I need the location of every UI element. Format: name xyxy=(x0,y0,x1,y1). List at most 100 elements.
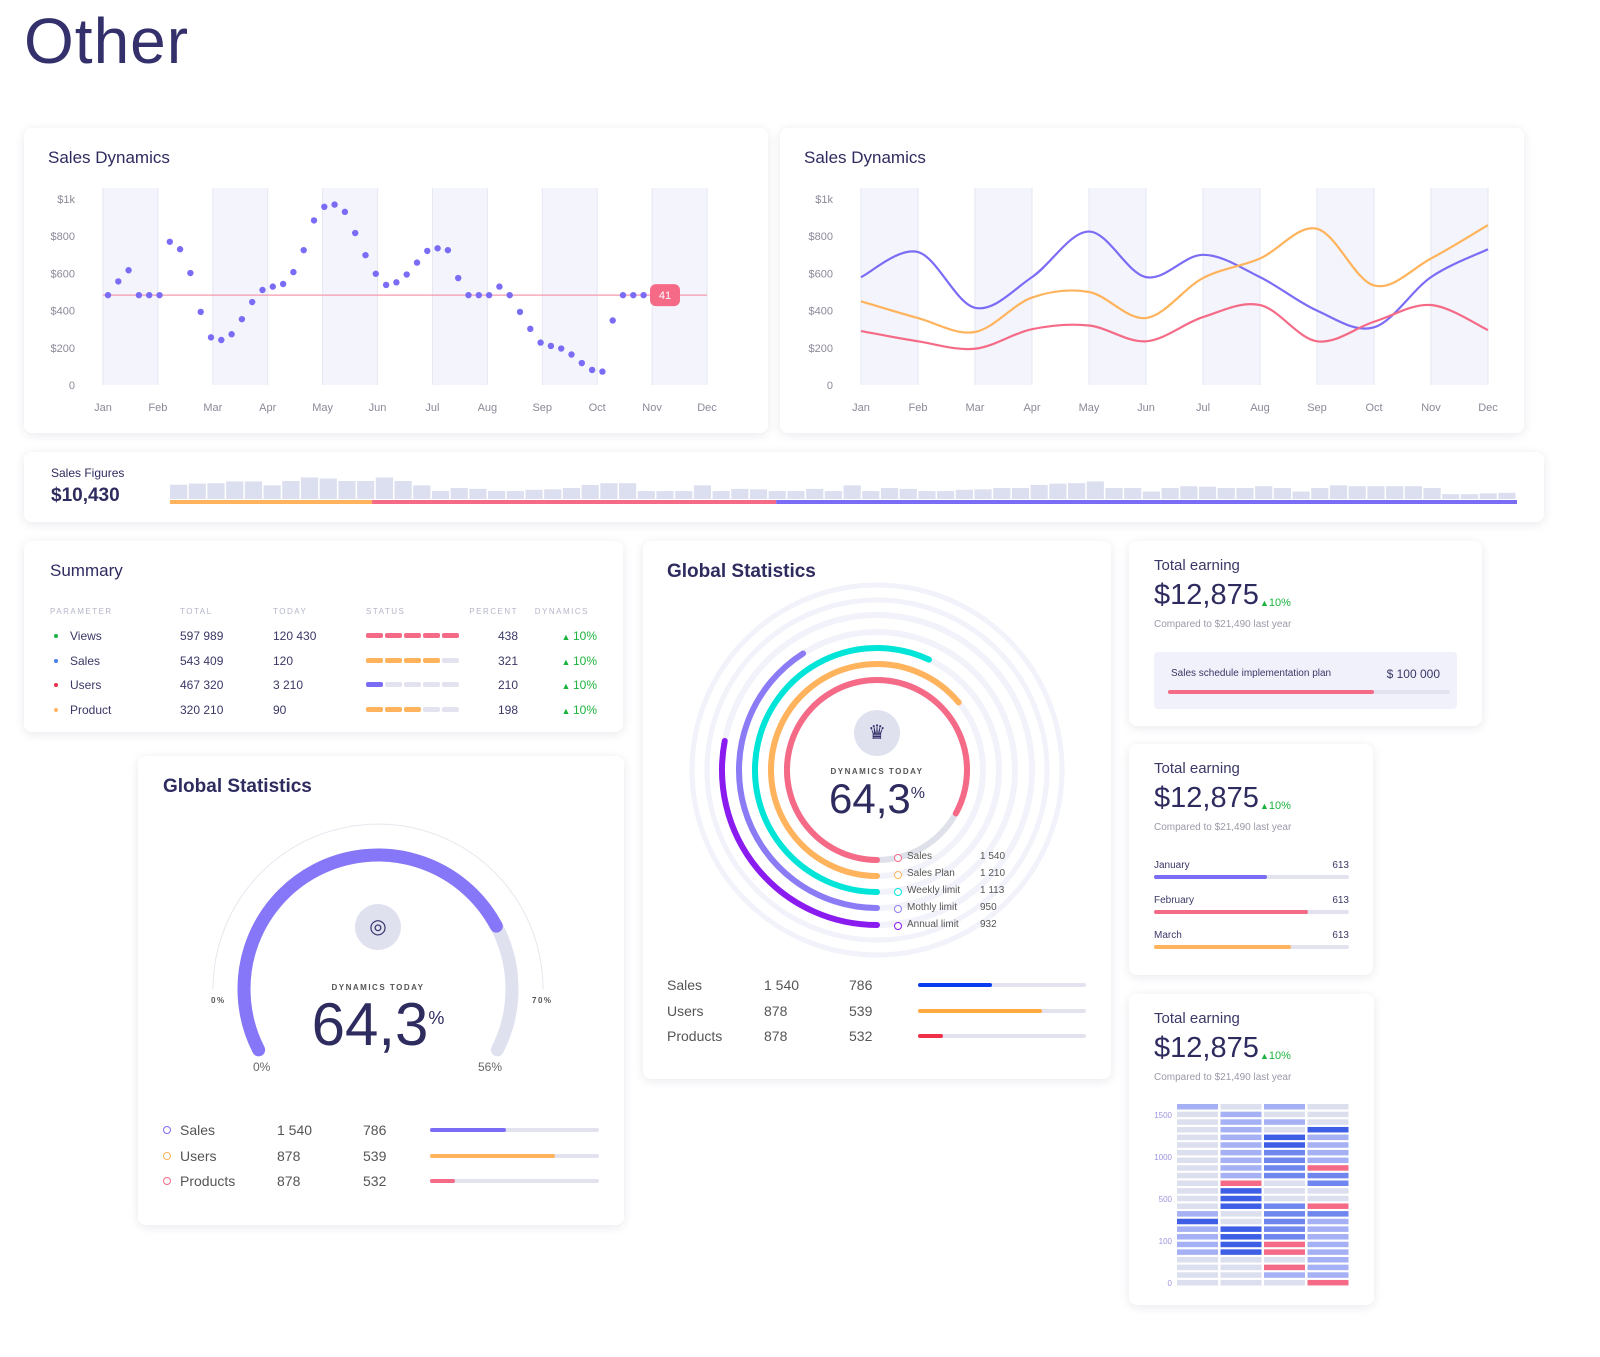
total-earning-card: Total earning $12,875 ▲10% Compared to $… xyxy=(1129,541,1482,726)
bar xyxy=(1011,488,1030,499)
data-point xyxy=(238,315,246,323)
gauge-value-number: 64,3 xyxy=(311,991,429,1058)
heatmap-cell xyxy=(1307,1234,1349,1240)
legend-label: Annual limit xyxy=(907,919,959,930)
up-arrow-icon: ▲ xyxy=(561,656,573,667)
bar xyxy=(1460,494,1479,499)
heatmap-cell xyxy=(1307,1203,1349,1209)
bar xyxy=(300,477,319,499)
earning-change-value: 10% xyxy=(1268,1050,1291,1062)
heatmap-cell xyxy=(1264,1279,1305,1286)
bar xyxy=(1442,494,1460,499)
bar xyxy=(1311,488,1329,499)
status-segment xyxy=(423,657,440,663)
heatmap-cell xyxy=(1264,1165,1305,1171)
earning-change: ▲10% xyxy=(1260,1050,1291,1062)
stat-progress xyxy=(430,1153,599,1158)
x-tick-label: Nov xyxy=(642,402,662,414)
heatmap-cell xyxy=(1264,1172,1305,1179)
ring-track xyxy=(704,597,1050,943)
heatmap-cell xyxy=(1307,1218,1349,1225)
bar xyxy=(1198,486,1217,499)
row-percent: 321 xyxy=(497,653,518,668)
data-point xyxy=(166,238,173,245)
stat-label: Products xyxy=(180,1173,236,1189)
bar xyxy=(1161,488,1179,499)
status-segment xyxy=(366,706,383,712)
data-point xyxy=(218,336,225,344)
legend-marker xyxy=(163,1126,171,1134)
bar xyxy=(955,489,973,499)
heatmap-cell xyxy=(1264,1180,1305,1186)
earning-title: Total earning xyxy=(1154,1010,1240,1027)
up-arrow-icon: ▲ xyxy=(1260,1051,1269,1061)
heatmap-cell xyxy=(1220,1180,1262,1186)
bar xyxy=(357,480,375,499)
heatmap-cell xyxy=(1177,1104,1218,1110)
heatmap-cell xyxy=(1177,1218,1218,1225)
heatmap-y-label: 1000 xyxy=(1154,1153,1172,1162)
bar xyxy=(544,489,562,499)
earning-title: Total earning xyxy=(1154,760,1240,777)
row-dynamics: ▲ 10% xyxy=(544,703,597,717)
data-point xyxy=(104,291,112,299)
bar xyxy=(244,481,263,499)
bar xyxy=(899,488,917,499)
reference-badge-label: 41 xyxy=(659,290,671,302)
status-segment xyxy=(385,657,402,663)
earning-compare: Compared to $21,490 last year xyxy=(1154,822,1292,833)
heatmap-cell xyxy=(1307,1126,1349,1133)
heatmap-cell xyxy=(1307,1104,1349,1110)
heatmap-cell xyxy=(1177,1203,1218,1209)
bar xyxy=(1105,488,1123,499)
x-tick-label: Apr xyxy=(259,402,276,414)
heatmap-cell xyxy=(1220,1165,1262,1171)
data-point xyxy=(372,270,379,277)
stat-today: 532 xyxy=(363,1173,387,1189)
heatmap-cell xyxy=(1220,1104,1262,1110)
reference-badge xyxy=(650,284,680,307)
bar xyxy=(1329,485,1348,499)
stat-label: Products xyxy=(667,1028,723,1044)
month-band xyxy=(1203,188,1260,385)
bar xyxy=(637,491,655,499)
bar xyxy=(375,477,393,499)
heatmap-cell xyxy=(1177,1119,1218,1125)
heatmap-cell xyxy=(1177,1142,1218,1148)
row-dynamics: ▲ 10% xyxy=(544,654,597,668)
bar xyxy=(787,491,805,499)
heatmap-cell xyxy=(1264,1142,1305,1148)
scatter-chart: Jan Feb Mar Apr May Jun Jul Aug Sep Oct Nov Dec 0 $20… xyxy=(51,188,717,414)
heatmap-cell xyxy=(1177,1211,1218,1217)
stat-today: 532 xyxy=(849,1028,873,1044)
bar xyxy=(1386,486,1404,499)
month-progress xyxy=(1154,910,1349,914)
column-header: STATUS xyxy=(366,607,406,616)
plan-value: $ 100 000 xyxy=(1386,667,1440,681)
month-band xyxy=(103,188,158,385)
data-point xyxy=(516,308,524,316)
row-status xyxy=(366,706,461,712)
x-tick-label: Jun xyxy=(369,402,387,414)
row-status xyxy=(366,657,461,663)
progress-segment xyxy=(372,500,777,504)
bar xyxy=(1030,484,1048,499)
heatmap-y-label: 500 xyxy=(1158,1195,1172,1204)
data-point xyxy=(146,291,153,299)
ring-2 xyxy=(752,645,932,895)
plan-box: Sales schedule implementation plan $ 100… xyxy=(1154,652,1457,709)
legend-value: 1 210 xyxy=(980,868,1006,879)
bar xyxy=(1180,486,1198,499)
bar xyxy=(1404,486,1422,499)
total-earning-card: Total earning $12,875 ▲10% Compared to $… xyxy=(1129,994,1374,1305)
x-tick-label: Feb xyxy=(909,402,928,414)
series-line xyxy=(860,224,1489,334)
data-point xyxy=(259,286,266,294)
heatmap-cell xyxy=(1220,1119,1262,1125)
data-point xyxy=(455,274,462,282)
x-tick-label: Jun xyxy=(1137,402,1155,414)
stat-progress xyxy=(430,1179,599,1183)
sales-figures-bars xyxy=(170,477,1517,504)
sales-dynamics-line-card: Sales Dynamics Jan Feb Mar Apr May Jun Jul Aug S… xyxy=(780,128,1524,433)
y-tick-label: $400 xyxy=(51,306,75,318)
